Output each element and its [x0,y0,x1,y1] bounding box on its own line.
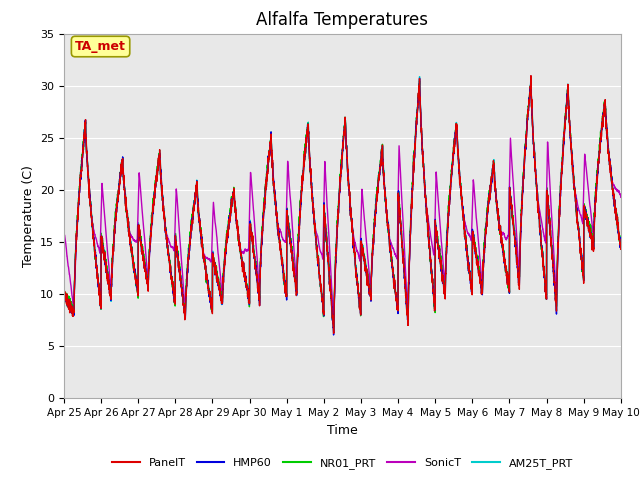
Line: AM25T_PRT: AM25T_PRT [64,77,621,332]
PanelT [322,225,330,230]
NR01_PRT [60,288,68,294]
PanelT [60,288,68,294]
NR01_PRT [616,243,624,249]
NR01_PRT [617,240,625,246]
PanelT [499,241,507,247]
NR01_PRT [527,73,535,79]
SonicT [436,228,444,234]
SonicT [160,213,168,219]
HMP60 [616,242,624,248]
NR01_PRT [330,324,337,330]
AM25T_PRT [160,211,168,217]
Text: TA_met: TA_met [75,40,126,53]
HMP60 [617,241,625,247]
PanelT [617,244,625,250]
HMP60 [60,288,68,294]
NR01_PRT [322,223,330,228]
SonicT [616,192,624,198]
Y-axis label: Temperature (C): Temperature (C) [22,165,35,267]
PanelT [467,281,475,287]
Line: HMP60: HMP60 [64,76,621,335]
NR01_PRT [499,241,507,247]
HMP60 [499,244,507,250]
AM25T_PRT [330,329,337,335]
X-axis label: Time: Time [327,424,358,437]
NR01_PRT [467,281,475,287]
HMP60 [436,258,444,264]
AM25T_PRT [617,240,625,245]
AM25T_PRT [416,74,424,80]
NR01_PRT [436,255,444,261]
SonicT [617,194,625,200]
SonicT [330,310,337,316]
PanelT [160,211,168,216]
Title: Alfalfa Temperatures: Alfalfa Temperatures [257,11,428,29]
SonicT [499,229,507,235]
SonicT [322,173,330,179]
Line: SonicT: SonicT [64,90,621,313]
PanelT [436,255,444,261]
PanelT [330,330,337,336]
PanelT [527,73,535,79]
HMP60 [330,332,337,338]
SonicT [468,237,476,243]
HMP60 [322,226,330,231]
HMP60 [160,213,168,218]
AM25T_PRT [616,240,624,246]
PanelT [616,241,624,247]
AM25T_PRT [322,221,330,227]
AM25T_PRT [436,261,444,267]
SonicT [415,87,423,93]
Legend: PanelT, HMP60, NR01_PRT, SonicT, AM25T_PRT: PanelT, HMP60, NR01_PRT, SonicT, AM25T_P… [108,453,577,473]
AM25T_PRT [468,285,476,291]
HMP60 [467,280,475,286]
SonicT [60,231,68,237]
Line: PanelT: PanelT [64,76,621,333]
HMP60 [527,73,535,79]
Line: NR01_PRT: NR01_PRT [64,76,621,327]
AM25T_PRT [60,287,68,292]
NR01_PRT [160,213,168,218]
AM25T_PRT [499,245,507,251]
